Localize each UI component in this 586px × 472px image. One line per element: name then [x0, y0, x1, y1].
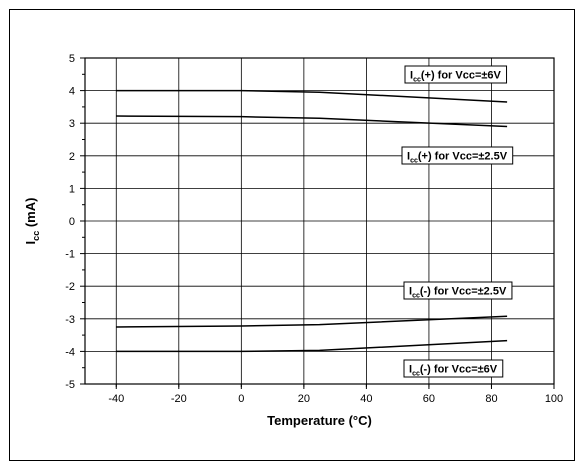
y-tick-label: -1 — [65, 249, 75, 261]
y-tick-label: 3 — [69, 118, 75, 130]
grid — [85, 58, 554, 384]
series-label-text: Icc(-) for Vcc=±2.5V — [409, 286, 507, 300]
series-lines — [116, 89, 508, 353]
series-line-0 — [116, 89, 508, 103]
series-label-box — [403, 281, 513, 300]
ticks — [80, 57, 555, 389]
series-line-1 — [116, 115, 508, 128]
y-tick-label: 4 — [69, 86, 75, 98]
series-label-box — [404, 65, 508, 84]
series-labels: Icc(+) for Vcc=±6V Icc(+) for Vcc=±2.5V Ic… — [401, 65, 514, 378]
y-tick-label: -3 — [65, 314, 75, 326]
series-line-2 — [116, 315, 508, 328]
x-tick-label: 80 — [485, 393, 497, 405]
x-tick-label: -20 — [171, 393, 187, 405]
y-tick-label: -5 — [65, 379, 75, 391]
x-tick-label: 60 — [423, 393, 435, 405]
y-tick-label: 1 — [69, 183, 75, 195]
x-tick-label: -40 — [108, 393, 124, 405]
y-axis-title-sub: cc — [31, 231, 41, 241]
series-label-1: Icc(+) for Vcc=±2.5V — [401, 146, 514, 165]
series-label-text: Icc(+) for Vcc=±6V — [410, 70, 502, 84]
series-label-text: Icc(+) for Vcc=±2.5V — [407, 151, 508, 165]
y-tick-label: 5 — [69, 53, 75, 65]
x-tick-label: 100 — [545, 393, 563, 405]
y-tick-label: 0 — [69, 216, 75, 228]
y-axis-title-main: I — [23, 241, 38, 245]
series-label-box — [403, 359, 504, 378]
x-tick-label: 40 — [360, 393, 372, 405]
y-axis-title-unit: (mA) — [23, 198, 38, 231]
series-label-box — [401, 146, 514, 165]
chart-frame — [9, 9, 575, 461]
series-label-0: Icc(+) for Vcc=±6V — [404, 65, 508, 84]
y-tick-label: -2 — [65, 281, 75, 293]
series-line-3 — [116, 339, 508, 353]
tick-labels: -40 -20 0 20 40 60 80 100 -5 -4 -3 -2 -1 0 1 2 3 4 5 — [65, 53, 563, 405]
x-tick-label: 0 — [238, 393, 244, 405]
series-label-text: Icc(-) for Vcc=±6V — [409, 364, 498, 378]
series-label-3: Icc(-) for Vcc=±6V — [403, 359, 504, 378]
x-tick-label: 20 — [298, 393, 310, 405]
y-tick-label: -4 — [65, 346, 75, 358]
y-tick-label: 2 — [69, 151, 75, 163]
series-label-2: Icc(-) for Vcc=±2.5V — [403, 281, 513, 300]
y-axis-title: Icc (mA) — [23, 198, 41, 245]
x-axis-title: Temperature (°C) — [267, 413, 372, 428]
